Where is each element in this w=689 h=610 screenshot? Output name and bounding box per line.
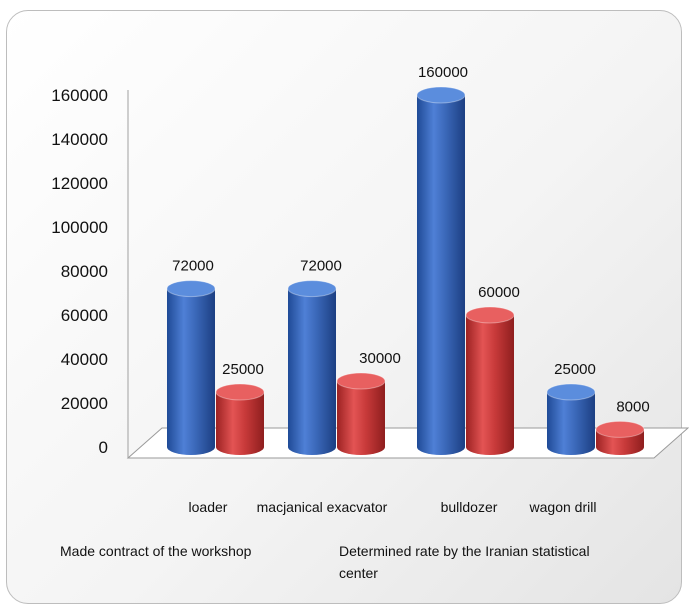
y-tick-label: 0 — [99, 438, 108, 457]
y-tick-label: 20000 — [61, 394, 108, 413]
y-tick-label: 40000 — [61, 350, 108, 369]
bar — [465, 306, 515, 455]
data-label: 72000 — [172, 258, 214, 275]
bar — [166, 280, 216, 455]
bar-top — [166, 280, 216, 298]
bar-top — [287, 280, 337, 298]
y-tick-label: 100000 — [51, 218, 108, 237]
y-tick-label: 120000 — [51, 174, 108, 193]
bar-top — [215, 383, 265, 401]
bar — [595, 420, 645, 455]
chart-frame — [6, 10, 682, 604]
bar-body — [167, 288, 215, 455]
bar-body — [417, 95, 465, 455]
x-category-label: wagon drill — [529, 499, 597, 515]
data-label: 25000 — [222, 361, 264, 378]
bar-body — [288, 288, 336, 455]
legend-series-1: Made contract of the workshop — [60, 543, 252, 559]
bar-top — [416, 86, 466, 104]
x-category-label: loader — [189, 499, 228, 515]
bar-body — [547, 392, 595, 455]
y-tick-label: 140000 — [51, 130, 108, 149]
bar-top — [546, 383, 596, 401]
bar-body — [216, 392, 264, 455]
data-label: 60000 — [478, 284, 520, 301]
bar — [546, 383, 596, 455]
y-tick-label: 160000 — [51, 86, 108, 105]
bar-body — [337, 381, 385, 455]
bar-top — [465, 306, 515, 324]
data-label: 30000 — [359, 350, 401, 367]
bar — [287, 280, 337, 455]
x-category-label: bulldozer — [441, 499, 498, 515]
data-label: 160000 — [418, 64, 468, 81]
legend-series-2: Determined rate by the Iranian statistic… — [339, 543, 590, 581]
y-tick-label: 80000 — [61, 262, 108, 281]
data-label: 72000 — [300, 258, 342, 275]
y-tick-label: 60000 — [61, 306, 108, 325]
bar — [416, 86, 466, 455]
x-category-label: macjanical exacvator — [257, 499, 388, 515]
bar — [215, 383, 265, 455]
bar-top — [595, 420, 645, 438]
data-label: 25000 — [554, 361, 596, 378]
data-label: 8000 — [616, 398, 649, 415]
bar-top — [336, 372, 386, 390]
bar-body — [466, 315, 514, 455]
bar — [336, 372, 386, 455]
